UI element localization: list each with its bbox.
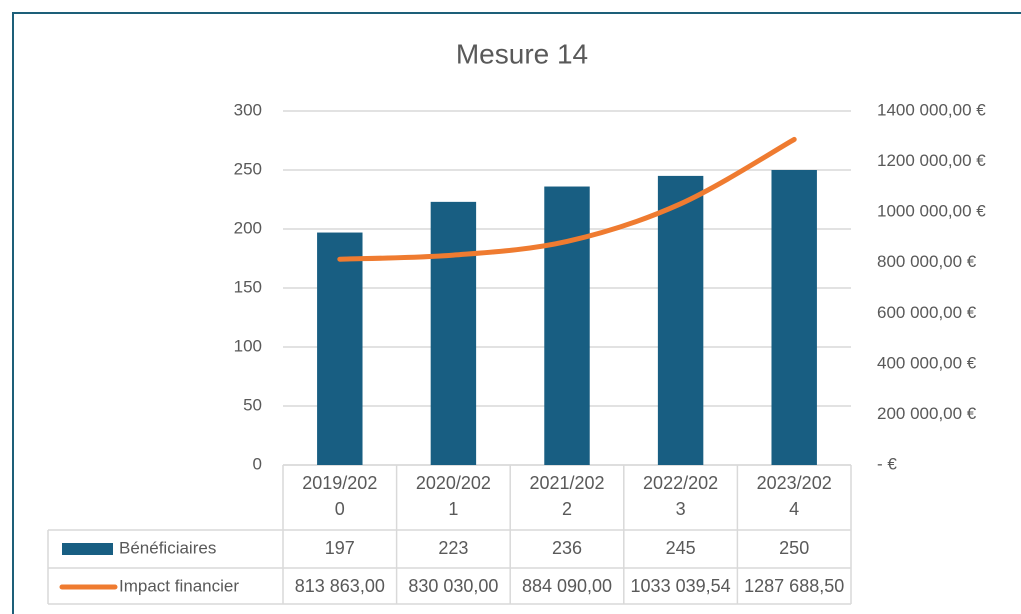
table-value: 236 — [552, 538, 582, 558]
x-tick-label: 2023/2024 — [756, 473, 832, 519]
x-tick-label: 2021/2022 — [529, 473, 605, 519]
bar — [544, 186, 590, 465]
y-tick-label: 150 — [234, 277, 262, 296]
bar — [771, 170, 817, 465]
y-tick-label: 250 — [234, 159, 262, 178]
table-value: 813 863,00 — [295, 576, 385, 596]
table-value: 830 030,00 — [408, 576, 498, 596]
bar — [657, 175, 704, 465]
table-value: 250 — [779, 538, 809, 558]
y2-tick-label: 800 000,00 € — [877, 252, 977, 271]
chart-title: Mesure 14 — [456, 38, 588, 69]
y-tick-label: 50 — [243, 395, 262, 414]
table-value: 245 — [666, 538, 696, 558]
y2-tick-label: 1200 000,00 € — [877, 151, 986, 170]
y2-tick-label: 1400 000,00 € — [877, 100, 986, 119]
y2-tick-label: 1000 000,00 € — [877, 202, 986, 221]
table-value: 223 — [438, 538, 468, 558]
bar — [317, 232, 363, 465]
legend-label: Impact financier — [119, 576, 239, 595]
y-tick-label: 0 — [253, 454, 262, 473]
x-tick-label: 2019/2020 — [302, 473, 378, 519]
chart-border — [12, 12, 1021, 614]
x-tick-label: 2020/2021 — [415, 473, 491, 519]
y-tick-label: 300 — [234, 100, 262, 119]
x-tick-label: 2022/2023 — [643, 473, 719, 519]
table-value: 1287 688,50 — [744, 576, 844, 596]
legend-key — [62, 543, 113, 555]
legend-label: Bénéficiaires — [119, 538, 216, 557]
y-tick-label: 100 — [234, 336, 262, 355]
line — [337, 136, 797, 262]
y2-tick-label: 600 000,00 € — [877, 303, 977, 322]
y2-tick-label: 200 000,00 € — [877, 404, 977, 423]
y2-tick-label: 400 000,00 € — [877, 353, 977, 372]
table-value: 1033 039,54 — [631, 576, 731, 596]
table-value: 884 090,00 — [522, 576, 612, 596]
y-tick-label: 200 — [234, 218, 262, 237]
bar — [430, 201, 477, 466]
table-value: 197 — [325, 538, 355, 558]
y2-tick-label: - € — [877, 454, 897, 473]
